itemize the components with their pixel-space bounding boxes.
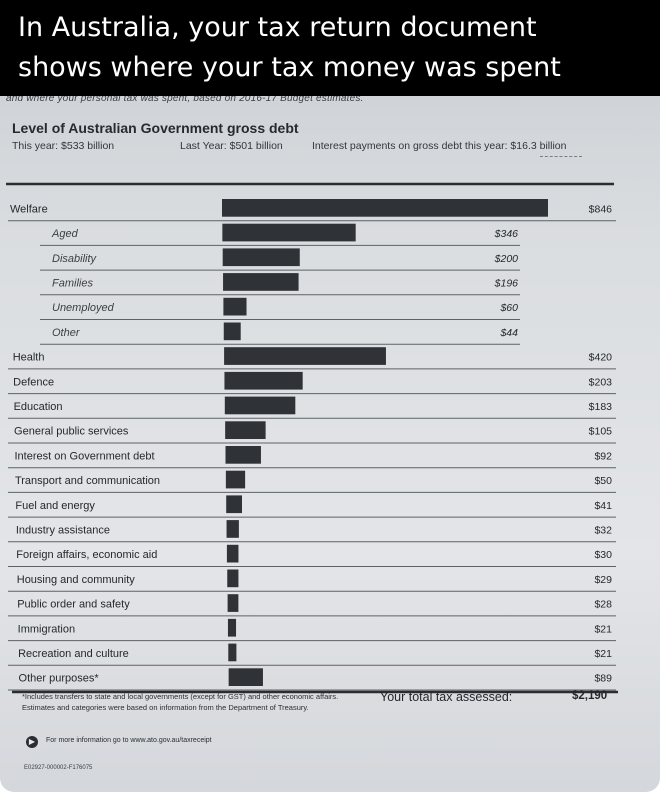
debt-this-year: This year: $533 billion [12, 140, 115, 152]
category-label: Education [14, 401, 63, 413]
bar [226, 544, 239, 563]
bar [227, 594, 239, 612]
category-label: Transport and communication [15, 475, 160, 487]
dashed-mark [540, 156, 582, 157]
category-label: Defence [13, 376, 54, 388]
bar [225, 421, 266, 439]
category-label: Housing and community [17, 574, 136, 586]
reference-code: E02927-000002-F176075 [24, 765, 93, 771]
bar [224, 371, 303, 390]
bar [224, 396, 296, 415]
caption-overlay: In Australia, your tax return document s… [0, 0, 660, 96]
category-label: Disability [52, 253, 98, 265]
value-label: $89 [594, 673, 612, 685]
value-label: $44 [499, 327, 518, 339]
bar [223, 273, 299, 291]
bar [227, 569, 239, 588]
caption-line-1: In Australia, your tax return document [18, 12, 537, 43]
category-label: Interest on Government debt [15, 450, 155, 462]
category-label: Welfare [10, 203, 48, 215]
value-label: $92 [594, 450, 612, 462]
cut-off-text: and where your personal tax was spent, b… [6, 93, 364, 103]
info-link-text: For more information go to www.ato.gov.a… [46, 737, 212, 744]
debt-last-year: Last Year: $501 billion [180, 140, 283, 152]
value-label: $29 [594, 574, 612, 586]
value-label: $420 [589, 352, 613, 364]
value-label: $28 [594, 599, 612, 611]
category-label: Fuel and energy [15, 500, 95, 512]
bar [226, 520, 239, 538]
value-label: $60 [499, 302, 518, 314]
debt-title: Level of Australian Government gross deb… [12, 120, 299, 136]
category-label: Recreation and culture [18, 648, 129, 660]
bar [223, 322, 241, 341]
bar [224, 347, 386, 365]
category-label: General public services [14, 426, 129, 438]
value-label: $30 [594, 549, 612, 561]
category-label: Other purposes* [19, 673, 100, 685]
value-label: $41 [594, 500, 612, 512]
value-label: $21 [594, 623, 612, 635]
category-label: Foreign affairs, economic aid [16, 549, 157, 561]
category-label: Families [52, 277, 93, 289]
bar [226, 495, 242, 514]
bar [222, 248, 300, 267]
bar [222, 223, 356, 242]
footnote-estimates: Estimates and categories were based on i… [22, 703, 309, 712]
bar [228, 643, 237, 662]
category-label: Industry assistance [16, 524, 110, 536]
bar [227, 618, 237, 637]
footnote-transfers: *Includes transfers to state and local g… [22, 692, 339, 701]
value-label: $346 [494, 228, 519, 240]
bar [223, 297, 247, 316]
value-label: $105 [589, 426, 613, 438]
category-label: Immigration [18, 623, 75, 635]
value-label: $203 [589, 376, 613, 388]
value-label: $846 [589, 203, 613, 215]
category-label: Health [13, 352, 45, 364]
value-label: $196 [494, 277, 519, 289]
value-label: $32 [594, 524, 612, 536]
value-label: $21 [594, 648, 612, 660]
category-label: Other [52, 327, 81, 339]
bar [228, 668, 263, 686]
total-tax-label: Your total tax assessed: [380, 690, 513, 704]
value-label: $50 [594, 475, 612, 487]
value-label: $183 [589, 401, 613, 413]
caption-line-2: shows where your tax money was spent [18, 52, 561, 83]
bar [222, 199, 548, 217]
bar [225, 470, 246, 489]
bar [225, 446, 261, 464]
category-label: Unemployed [52, 302, 115, 314]
arrow-right-icon: ▶ [26, 736, 38, 748]
debt-interest: Interest payments on gross debt this yea… [312, 140, 567, 152]
category-label: Public order and safety [17, 599, 130, 611]
total-tax-value: $2,190 [572, 690, 608, 702]
category-label: Aged [51, 228, 79, 240]
value-label: $200 [494, 253, 519, 265]
